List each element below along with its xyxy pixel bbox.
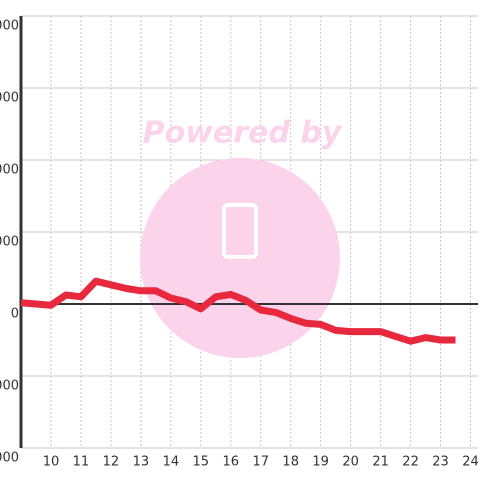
x-tick-label: 20	[342, 455, 359, 470]
y-tick-label: 0	[11, 307, 19, 322]
x-tick-label: 17	[252, 455, 269, 470]
x-tick-label: 18	[282, 455, 299, 470]
x-tick-label: 12	[103, 455, 120, 470]
x-tick-label: 23	[432, 455, 449, 470]
watermark-text: Powered by	[143, 116, 343, 151]
x-tick-label: 21	[372, 455, 389, 470]
plot: -6,000 -3,000 0 3,000 6,000 9,000 12,000 10 11 12…	[0, 16, 479, 470]
x-tick-label: 15	[193, 455, 210, 470]
x-tick-label: 19	[312, 455, 329, 470]
x-tick-label: 11	[73, 455, 90, 470]
x-tick-label: 16	[222, 455, 239, 470]
x-tick-label: 10	[43, 455, 60, 470]
watermark-icon	[222, 203, 258, 259]
y-tick-label: 6,000	[0, 163, 19, 178]
y-tick-label: 9,000	[0, 91, 19, 106]
line-series	[20, 277, 456, 345]
y-tick-label: 12,000	[0, 19, 19, 34]
x-tick-label: 13	[133, 455, 150, 470]
y-tick-label: 3,000	[0, 235, 19, 250]
x-tick-label: 22	[402, 455, 419, 470]
y-tick-label: -3,000	[0, 379, 19, 394]
x-tick-label: 24	[462, 455, 479, 470]
x-tick-label: 14	[163, 455, 180, 470]
y-tick-label: -6,000	[0, 451, 19, 466]
